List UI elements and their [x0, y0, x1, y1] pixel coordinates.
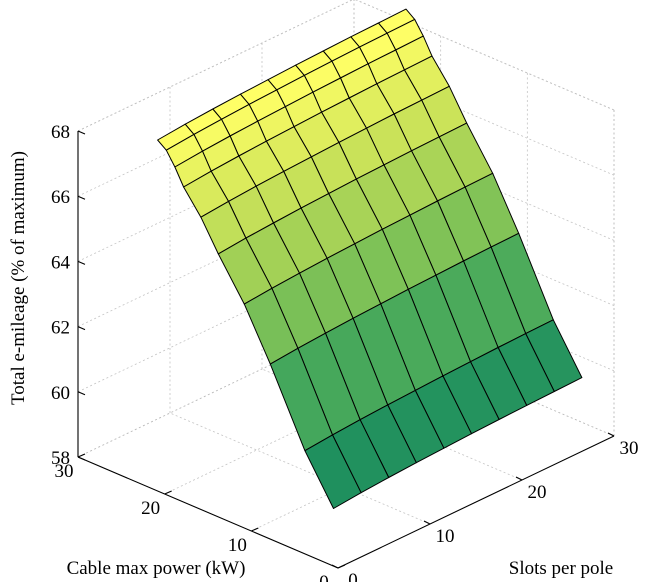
box-edge-bottom-back-left: [77, 324, 355, 458]
grid-line-z-back-left: [77, 259, 355, 393]
grid-line-z-back-left: [77, 63, 355, 197]
z-tick: [77, 195, 86, 200]
z-tick: [77, 391, 86, 396]
grid-line-z-back-left: [77, 0, 353, 132]
x-tick-label: 30: [620, 438, 639, 459]
z-axis-label: Total e-mileage (% of maximum): [8, 151, 29, 405]
x-tick-label: 20: [528, 482, 547, 503]
z-tick-label: 64: [51, 252, 71, 273]
grid-line-y-floor: [164, 361, 441, 495]
z-tick: [77, 456, 86, 461]
z-tick-label: 62: [51, 318, 70, 339]
y-tick-label: 20: [141, 498, 160, 519]
x-axis-label: Slots per pole: [509, 558, 614, 579]
x-tick-label: 0: [348, 570, 358, 582]
y-tick-label: 10: [228, 535, 247, 556]
x-tick-label: 10: [436, 526, 455, 547]
y-tick: [251, 527, 259, 532]
y-tick-label: 30: [55, 461, 74, 482]
surface-cell: [304, 434, 362, 509]
y-axis-line: [77, 456, 339, 569]
z-tick: [77, 326, 86, 331]
x-tick: [331, 564, 339, 569]
grid-line-z-back-left: [77, 129, 355, 262]
grid-line-z-back-left: [77, 194, 355, 327]
z-tick-label: 60: [51, 383, 70, 404]
y-tick-label: 0: [319, 572, 329, 582]
z-tick-label: 58: [51, 448, 70, 469]
axes: [77, 131, 615, 569]
tick-labels: 58 60 62 64 66 68 0 10 20 30 0 10 20 30: [51, 122, 639, 582]
z-tick-label: 68: [51, 122, 70, 143]
x-tick: [423, 520, 431, 525]
x-axis-line: [337, 435, 615, 569]
grid-line-x-floor: [169, 412, 431, 525]
z-tick: [77, 260, 86, 265]
z-tick: [77, 130, 86, 135]
y-tick: [77, 453, 86, 458]
surface: [157, 8, 583, 509]
grid-line-y-floor: [251, 398, 528, 532]
z-tick-label: 66: [51, 187, 70, 208]
x-tick: [607, 432, 615, 437]
x-tick: [515, 476, 523, 481]
y-axis-label: Cable max power (kW): [67, 558, 246, 579]
y-tick: [337, 564, 346, 569]
y-tick: [164, 490, 172, 495]
